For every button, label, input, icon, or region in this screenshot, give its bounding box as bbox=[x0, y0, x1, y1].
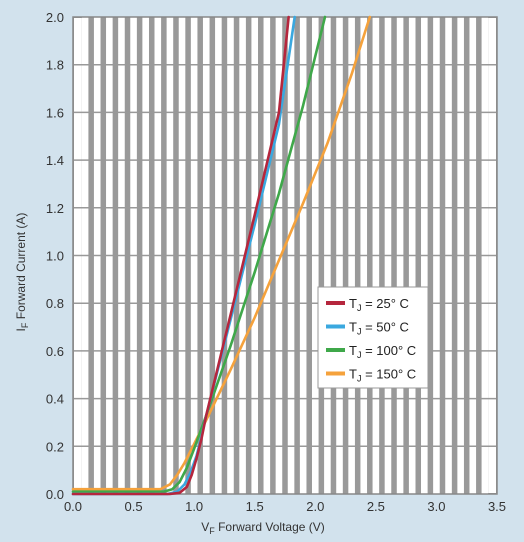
legend: TJ = 25° C TJ = 50° C TJ = 100° C TJ = 150°… bbox=[317, 286, 429, 389]
y-tick-label: 1.6 bbox=[46, 105, 64, 120]
y-axis-ticks: 0.0 0.2 0.4 0.6 0.8 1.0 1.2 1.4 1.6 1.8 2.0 bbox=[46, 10, 64, 502]
y-tick-label: 0.2 bbox=[46, 439, 64, 454]
x-tick-label: 3.0 bbox=[427, 499, 445, 514]
x-axis-ticks: 0.0 0.5 1.0 1.5 2.0 2.5 3.0 3.5 bbox=[64, 499, 506, 514]
plot-frame bbox=[72, 16, 498, 495]
series-layer bbox=[71, 15, 372, 496]
x-tick-label: 0.5 bbox=[125, 499, 143, 514]
y-tick-label: 1.0 bbox=[46, 249, 64, 264]
x-tick-label: 1.0 bbox=[185, 499, 203, 514]
x-tick-label: 0.0 bbox=[64, 499, 82, 514]
y-tick-label: 0.6 bbox=[46, 344, 64, 359]
legend-label: TJ = 50° C bbox=[349, 320, 409, 337]
series-line bbox=[71, 15, 327, 493]
x-tick-label: 1.5 bbox=[246, 499, 264, 514]
x-tick-label: 2.5 bbox=[367, 499, 385, 514]
y-tick-label: 1.4 bbox=[46, 153, 64, 168]
x-tick-label: 2.0 bbox=[306, 499, 324, 514]
x-tick-label: 3.5 bbox=[488, 499, 506, 514]
y-tick-label: 1.8 bbox=[46, 58, 64, 73]
y-tick-label: 0.4 bbox=[46, 392, 64, 407]
legend-label: TJ = 150° C bbox=[349, 367, 416, 384]
legend-label: TJ = 100° C bbox=[349, 343, 416, 360]
y-tick-label: 0.0 bbox=[46, 487, 64, 502]
major-grid bbox=[72, 16, 498, 495]
y-tick-label: 0.8 bbox=[46, 296, 64, 311]
legend-label: TJ = 25° C bbox=[349, 296, 409, 313]
y-tick-label: 1.2 bbox=[46, 201, 64, 216]
x-axis-title: VF Forward Voltage (V) bbox=[201, 520, 325, 536]
series-line bbox=[71, 15, 290, 496]
y-tick-label: 2.0 bbox=[46, 10, 64, 25]
y-axis-title: IF Forward Current (A) bbox=[14, 213, 30, 332]
